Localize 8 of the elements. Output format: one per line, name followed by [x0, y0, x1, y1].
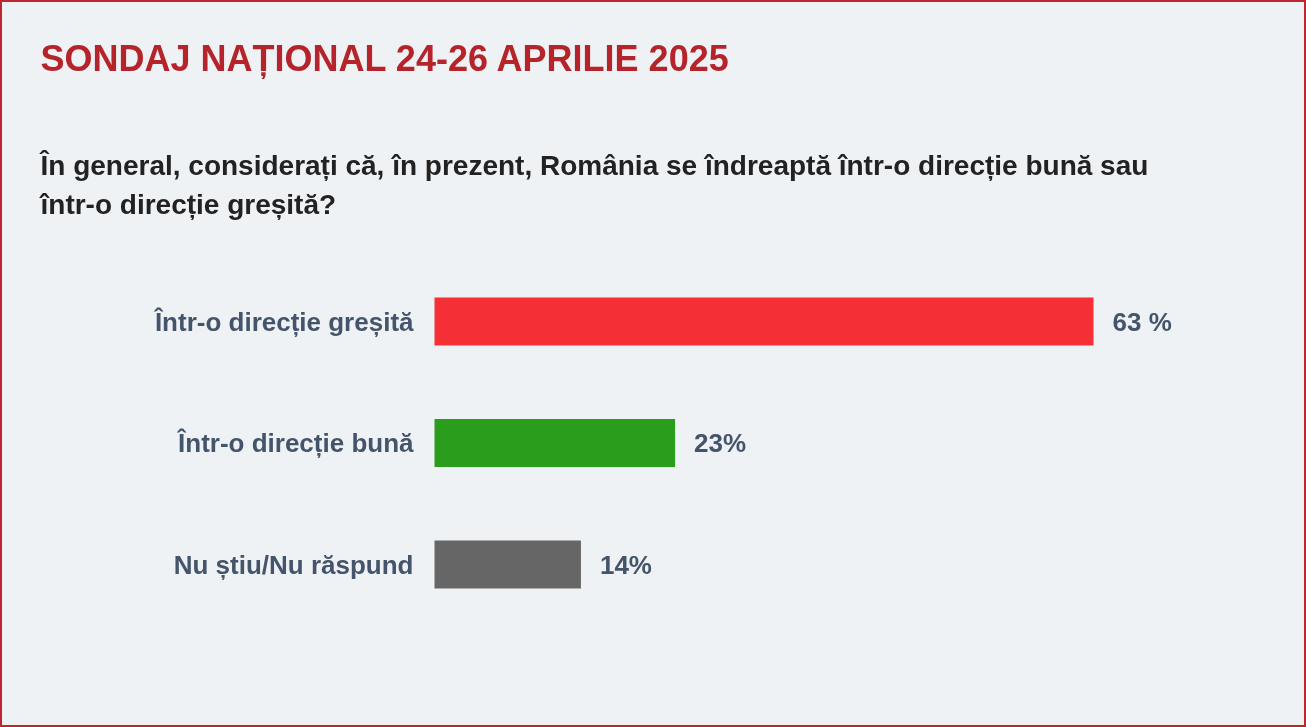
y-tick-label: Într-o direcție greșită [152, 306, 415, 337]
data-label: 14% [599, 549, 652, 580]
y-tick-label: Nu știu/Nu răspund [173, 549, 414, 580]
chart-title: SONDAJ NAȚIONAL 24-26 APRILIE 2025 [40, 38, 729, 79]
data-label: 63 % [1112, 306, 1172, 337]
y-tick-label: Într-o direcție bună [176, 428, 415, 458]
chart-subtitle: În general, considerați că, în prezent, România se îndreaptă într-o direcție bună sau într-o direcție greșită? [38, 150, 1149, 220]
data-label: 23% [694, 428, 747, 458]
